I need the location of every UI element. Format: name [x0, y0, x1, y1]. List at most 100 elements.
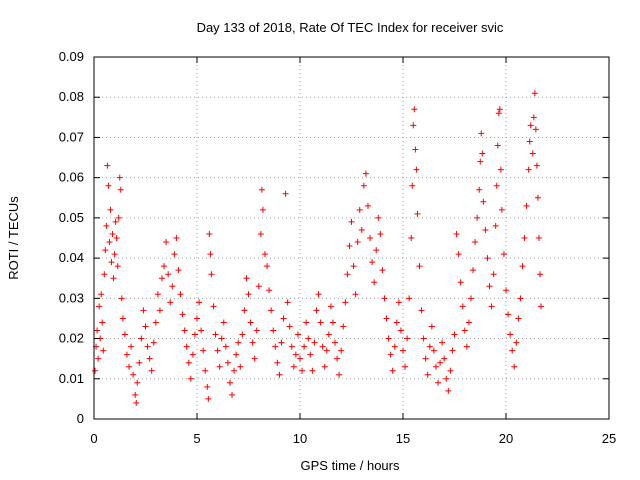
- data-point: [126, 363, 133, 370]
- data-point: [517, 295, 524, 302]
- data-point: [408, 235, 415, 241]
- data-point: [133, 399, 140, 406]
- data-point: [299, 367, 306, 374]
- data-point: [529, 150, 536, 157]
- data-point: [465, 319, 472, 326]
- data-point: [288, 343, 295, 350]
- data-point: [411, 106, 418, 113]
- data-point: [342, 299, 349, 306]
- data-point: [280, 315, 287, 322]
- data-point: [103, 222, 110, 229]
- y-axis-ticks: 0 0.01 0.02 0.03 0.04 0.05 0.06 0.07 0.08 0.09: [59, 49, 609, 426]
- data-point: [350, 263, 357, 270]
- data-point: [270, 327, 277, 334]
- data-point: [505, 311, 512, 318]
- data-point: [119, 315, 126, 322]
- data-point: [329, 319, 336, 326]
- data-point: [171, 251, 178, 258]
- x-tick-label: 5: [193, 431, 200, 446]
- data-point: [128, 343, 135, 350]
- data-point: [241, 307, 248, 314]
- data-point: [404, 335, 411, 342]
- data-point: [371, 279, 378, 286]
- y-tick-label: 0.02: [59, 331, 84, 346]
- data-point: [266, 287, 273, 294]
- x-tick-label: 0: [90, 431, 97, 446]
- data-point: [344, 271, 351, 278]
- data-point: [525, 166, 532, 173]
- data-point: [101, 271, 108, 278]
- data-point: [426, 343, 433, 350]
- data-point: [237, 363, 244, 370]
- data-point: [533, 162, 540, 169]
- data-point: [387, 351, 394, 358]
- data-point: [152, 319, 159, 326]
- data-point: [196, 299, 203, 306]
- data-point: [474, 214, 481, 221]
- x-axis-label: GPS time / hours: [301, 458, 400, 473]
- data-point: [535, 235, 542, 241]
- data-point: [301, 343, 308, 350]
- data-point: [511, 363, 518, 370]
- data-point: [494, 142, 501, 149]
- data-point: [229, 391, 236, 398]
- data-point: [352, 291, 359, 298]
- data-point: [205, 395, 212, 402]
- data-point: [177, 291, 184, 298]
- data-point: [95, 355, 102, 362]
- data-point: [527, 122, 534, 129]
- data-point: [92, 367, 99, 374]
- data-point: [449, 347, 456, 354]
- data-point: [257, 230, 264, 237]
- data-point: [402, 363, 409, 370]
- data-point: [181, 327, 188, 334]
- data-point: [484, 255, 491, 262]
- data-point: [536, 271, 543, 278]
- data-point: [531, 90, 538, 97]
- data-point: [261, 251, 268, 258]
- y-tick-label: 0.01: [59, 371, 84, 386]
- y-tick-label: 0.05: [59, 210, 84, 225]
- data-point: [538, 303, 545, 310]
- data-point: [167, 299, 174, 306]
- data-point: [356, 206, 363, 213]
- x-axis-ticks: 0 5 10 15 20 25: [90, 57, 616, 446]
- data-point: [136, 359, 143, 366]
- data-point: [100, 347, 107, 354]
- y-tick-label: 0.09: [59, 49, 84, 64]
- data-point: [364, 202, 371, 209]
- data-point: [441, 355, 448, 362]
- data-point: [397, 327, 404, 334]
- data-point: [112, 218, 119, 225]
- plot-frame: [93, 56, 610, 420]
- data-point: [222, 343, 229, 350]
- data-point: [264, 263, 271, 270]
- data-point: [451, 331, 458, 338]
- data-point: [173, 235, 180, 241]
- data-point: [336, 371, 343, 378]
- data-point: [108, 259, 115, 266]
- data-point: [406, 295, 413, 302]
- data-point: [479, 150, 486, 157]
- data-point: [148, 367, 155, 374]
- data-point: [111, 251, 118, 258]
- data-point: [424, 371, 431, 378]
- x-tick-label: 10: [293, 431, 307, 446]
- data-point: [107, 206, 114, 213]
- data-point: [477, 158, 484, 165]
- data-point: [338, 347, 345, 354]
- data-point: [163, 239, 170, 246]
- data-point: [534, 194, 541, 201]
- data-point: [276, 371, 283, 378]
- data-point: [118, 295, 125, 302]
- data-point: [422, 355, 429, 362]
- data-point: [385, 335, 392, 342]
- data-point: [321, 363, 328, 370]
- data-point: [493, 182, 500, 189]
- data-point: [443, 375, 450, 382]
- data-point: [455, 251, 462, 258]
- data-point: [383, 315, 390, 322]
- data-point: [482, 226, 489, 233]
- data-point: [416, 263, 423, 270]
- y-axis-label: ROTI / TECUs: [6, 196, 21, 280]
